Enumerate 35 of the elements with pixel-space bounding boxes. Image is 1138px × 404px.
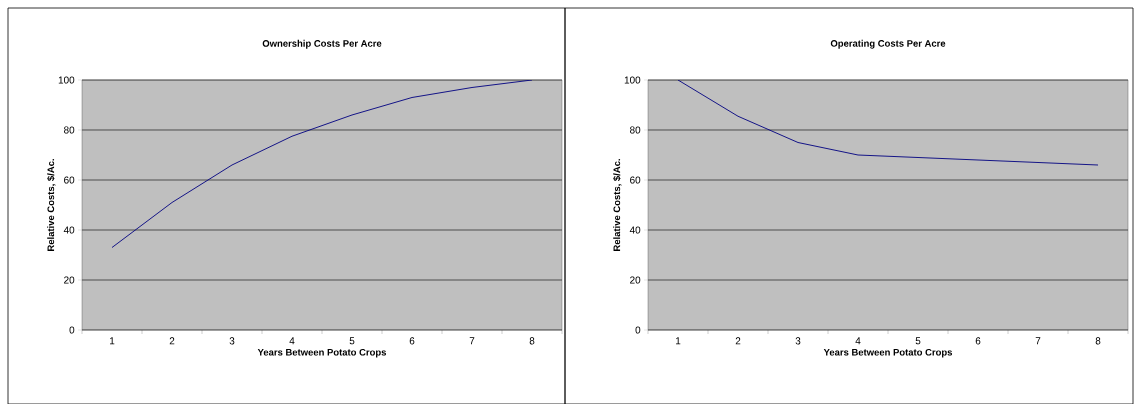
line-series	[111, 80, 533, 248]
x-tick-label: 8	[529, 337, 535, 345]
x-tick-label: 8	[1095, 337, 1101, 345]
x-tick-label: 7	[1035, 337, 1041, 345]
x-tick-label: 2	[735, 337, 741, 345]
y-tick-label: 80	[64, 126, 75, 134]
y-tick-label: 100	[624, 76, 641, 84]
y-tick-label: 20	[64, 276, 75, 284]
y-tick-label: 80	[630, 126, 641, 134]
x-tick-label: 1	[110, 337, 115, 345]
x-tick-label: 6	[975, 337, 981, 345]
x-tick-label: 7	[469, 337, 475, 345]
y-axis-title: Relative Costs, $/Ac.	[613, 159, 622, 251]
x-axis-title: Years Between Potato Crops	[257, 348, 387, 358]
y-tick-label: 100	[58, 76, 75, 84]
y-tick-label: 40	[63, 226, 75, 234]
y-tick-label: 60	[64, 176, 75, 184]
x-axis-title: Years Between Potato Crops	[823, 348, 953, 358]
x-tick-label: 5	[915, 337, 921, 345]
x-tick-label: 3	[795, 337, 801, 345]
y-tick-label: 0	[635, 326, 641, 334]
x-tick-label: 4	[855, 337, 861, 345]
x-tick-label: 4	[289, 337, 295, 345]
chart-title: Operating Costs Per Acre	[830, 39, 946, 49]
y-tick-label: 60	[630, 176, 641, 184]
y-tick-label: 0	[69, 326, 75, 334]
y-axis-title: Relative Costs, $/Ac.	[47, 159, 56, 251]
y-tick-label: 40	[629, 226, 641, 234]
chart-title: Ownership Costs Per Acre	[262, 39, 382, 49]
x-tick-label: 5	[349, 337, 355, 345]
x-tick-label: 6	[409, 337, 415, 345]
x-tick-label: 3	[229, 337, 235, 345]
x-tick-label: 2	[169, 337, 175, 345]
y-tick-label: 20	[630, 276, 641, 284]
x-tick-label: 1	[676, 337, 681, 345]
